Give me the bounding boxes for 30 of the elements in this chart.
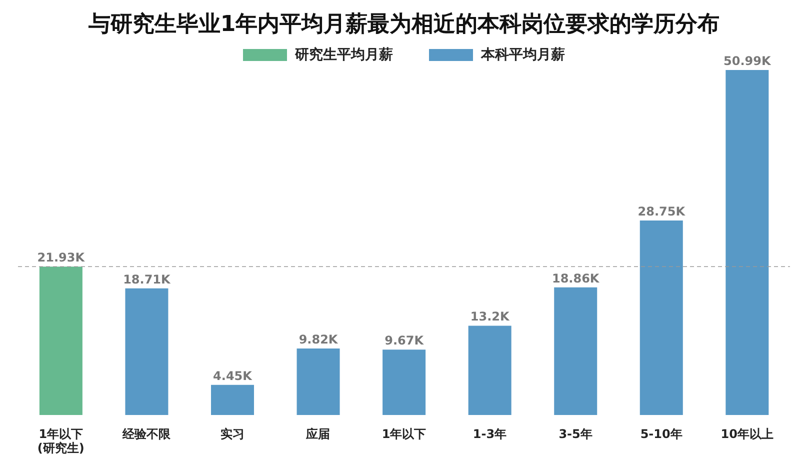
data-label: 50.99K xyxy=(724,54,772,68)
data-label: 9.67K xyxy=(384,334,424,348)
data-label: 28.75K xyxy=(638,204,686,218)
bar xyxy=(211,384,254,415)
bar xyxy=(125,288,168,415)
x-tick-label: 3-5年 xyxy=(558,426,592,441)
bar xyxy=(726,70,769,415)
bar xyxy=(554,287,598,415)
bar xyxy=(468,326,512,415)
bar xyxy=(39,266,82,415)
data-label: 9.82K xyxy=(298,332,338,347)
x-tick-label: 1-3年 xyxy=(472,426,507,441)
bar xyxy=(640,220,683,415)
data-label: 13.2K xyxy=(470,310,510,324)
data-label: 18.86K xyxy=(552,271,600,286)
chart-title: 与研究生毕业1年内平均月薪最为相近的本科岗位要求的学历分布 xyxy=(87,11,721,39)
data-label: 18.71K xyxy=(123,272,172,286)
x-tick-label: 经验不限 xyxy=(122,426,172,441)
data-label: 21.93K xyxy=(37,250,86,265)
x-tick-label: 1年以下 (研究生) xyxy=(37,426,84,456)
x-tick-label: 10年以上 xyxy=(720,426,774,441)
x-tick-label: 5-10年 xyxy=(640,426,682,441)
data-label: 4.45K xyxy=(213,368,253,383)
bar xyxy=(382,350,426,415)
legend-label: 本科平均月薪 xyxy=(481,46,565,64)
x-tick-label: 1年以下 xyxy=(382,426,426,441)
x-tick-label: 应届 xyxy=(305,426,330,441)
bar xyxy=(296,348,340,415)
legend-label: 研究生平均月薪 xyxy=(295,46,393,64)
x-tick-label: 实习 xyxy=(220,426,244,441)
